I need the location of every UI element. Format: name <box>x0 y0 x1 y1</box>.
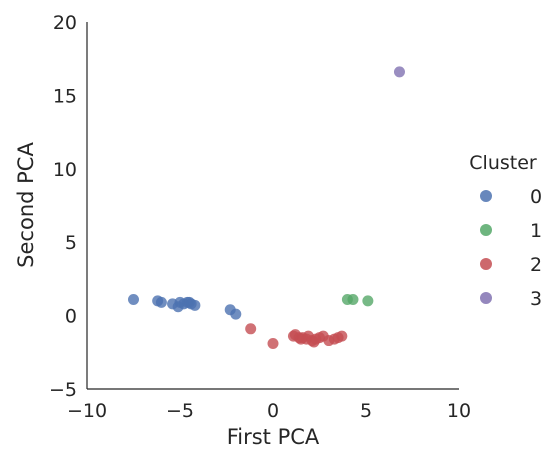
data-point-cluster-0 <box>172 301 184 313</box>
data-points <box>128 66 405 349</box>
y-tick-label: 5 <box>65 232 77 254</box>
data-point-cluster-0 <box>155 296 167 308</box>
legend-label-0: 0 <box>530 186 542 208</box>
y-tick-label: 20 <box>53 12 77 34</box>
legend-title: Cluster <box>469 152 537 174</box>
x-axis-title: First PCA <box>227 425 320 449</box>
data-point-cluster-1 <box>362 295 374 307</box>
legend-label-1: 1 <box>530 220 542 242</box>
data-point-cluster-3 <box>393 66 405 78</box>
data-point-cluster-2 <box>245 323 257 335</box>
data-point-cluster-2 <box>267 337 279 349</box>
data-point-cluster-2 <box>336 330 348 342</box>
legend-marker-0 <box>480 190 492 202</box>
y-tick-label: −5 <box>49 379 77 401</box>
x-tick-label: 5 <box>360 400 372 422</box>
y-tick-label: 10 <box>53 159 77 181</box>
legend-marker-3 <box>480 292 492 304</box>
data-point-cluster-0 <box>128 293 139 305</box>
data-point-cluster-0 <box>230 308 242 320</box>
y-axis-title: Second PCA <box>14 142 38 268</box>
legend-marker-1 <box>480 224 492 236</box>
x-tick-label: 0 <box>267 400 279 422</box>
x-tick-label: −10 <box>67 400 107 422</box>
data-point-cluster-2 <box>295 333 307 345</box>
legend-marker-2 <box>480 258 492 270</box>
x-tick-label: 10 <box>447 400 471 422</box>
data-point-cluster-2 <box>308 336 320 348</box>
legend-label-2: 2 <box>530 254 542 276</box>
legend-items: 0 1 2 3 <box>480 186 542 310</box>
y-tick-label: 15 <box>53 85 77 107</box>
data-point-cluster-1 <box>347 293 359 305</box>
legend-label-3: 3 <box>530 288 542 310</box>
y-tick-label: 0 <box>65 306 77 328</box>
legend: Cluster 0 1 2 3 <box>469 152 542 310</box>
data-point-cluster-0 <box>183 296 195 308</box>
x-tick-label: −5 <box>166 400 194 422</box>
